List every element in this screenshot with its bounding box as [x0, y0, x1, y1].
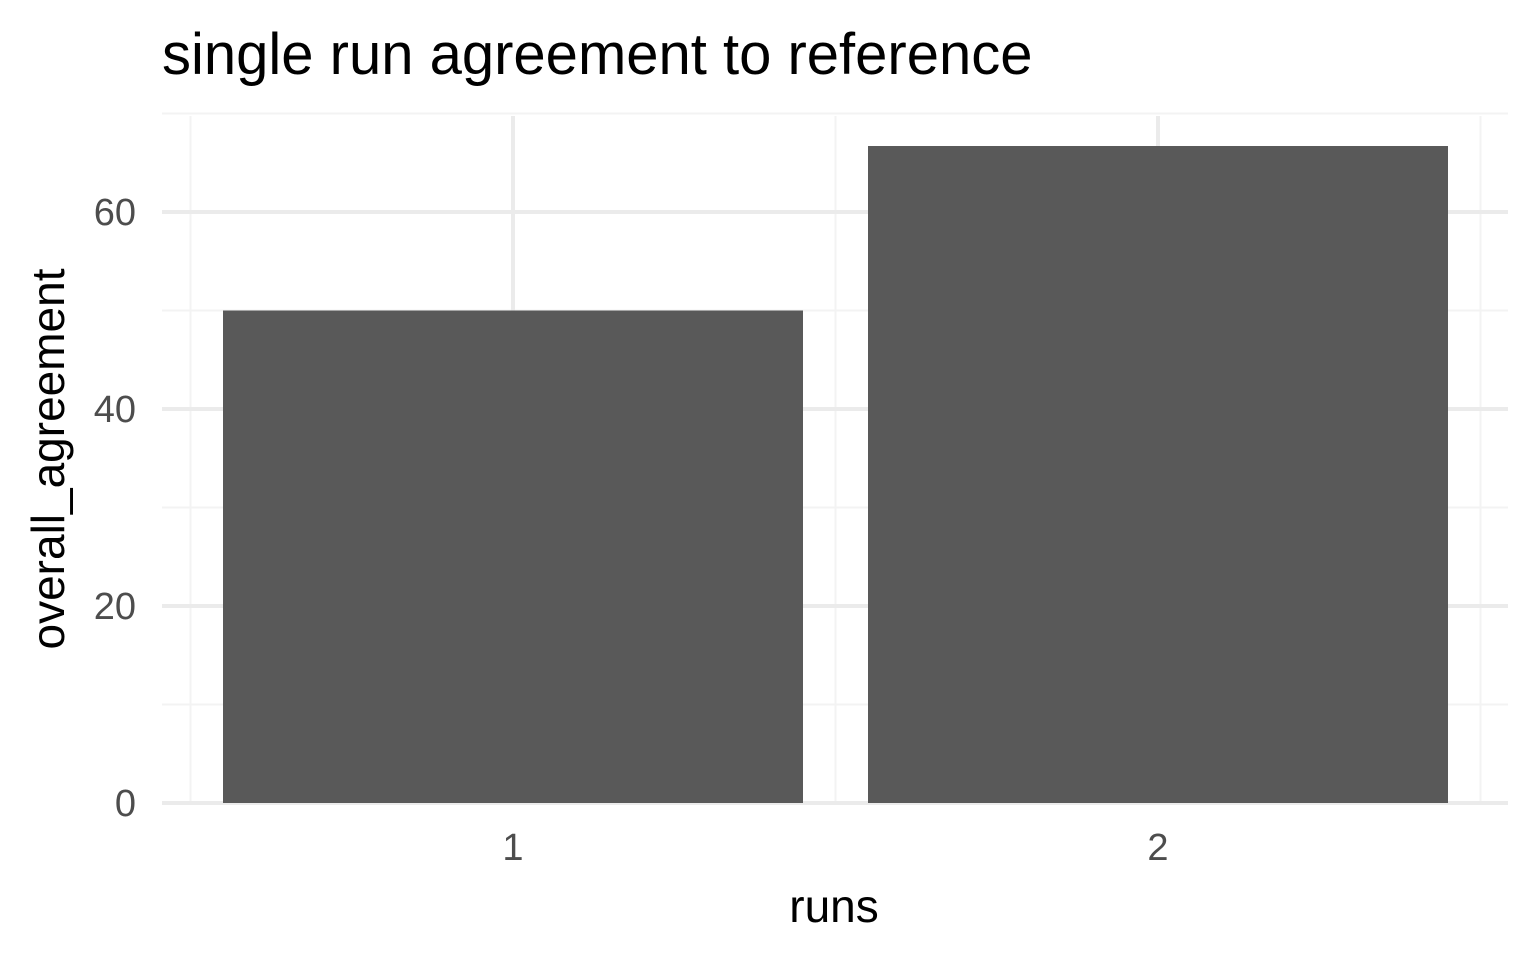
chart-title: single run agreement to reference [162, 22, 1033, 87]
y-tick-label: 0 [115, 783, 136, 825]
y-tick-label: 20 [94, 586, 136, 628]
bar-2 [868, 146, 1448, 803]
y-axis-label: overall_agreement [22, 268, 74, 649]
y-axis-ticks: 0 20 40 60 [94, 192, 136, 825]
y-tick-label: 60 [94, 192, 136, 234]
bars [223, 146, 1448, 803]
y-tick-label: 40 [94, 389, 136, 431]
x-tick-label: 1 [502, 827, 523, 869]
bar-1 [223, 310, 803, 803]
x-tick-label: 2 [1147, 827, 1168, 869]
x-axis-label: runs [789, 880, 878, 932]
